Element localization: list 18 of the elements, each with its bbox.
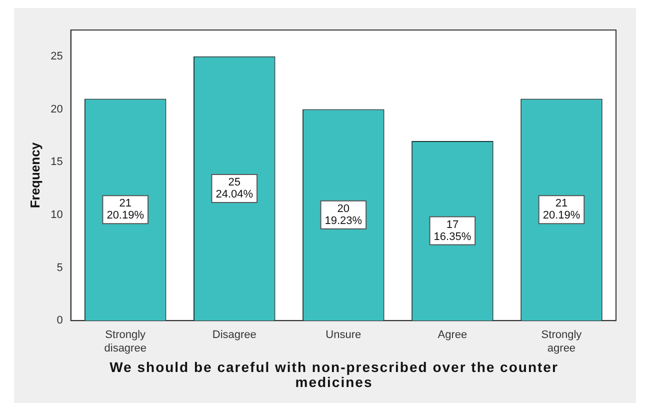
y-tick-label: 0 bbox=[56, 314, 63, 327]
x-tick-label: Strongly agree bbox=[541, 329, 582, 354]
x-tick-label: Disagree bbox=[212, 329, 256, 342]
y-tick-label: 10 bbox=[50, 208, 63, 221]
x-tick-label: Unsure bbox=[326, 329, 362, 342]
y-axis-title: Frequency bbox=[27, 142, 42, 208]
data-label: 21 20.19% bbox=[542, 198, 580, 222]
x-tick-label: Agree bbox=[438, 329, 468, 342]
x-tick-label: Strongly disagree bbox=[104, 329, 146, 354]
x-axis-title: We should be careful with non-prescribed over the counter medicines bbox=[108, 359, 560, 390]
y-tick-label: 20 bbox=[50, 103, 63, 116]
data-label: 20 19.23% bbox=[324, 202, 362, 227]
data-label: 21 20.19% bbox=[106, 198, 144, 222]
y-tick-label: 25 bbox=[50, 50, 63, 62]
y-tick-label: 5 bbox=[56, 262, 63, 274]
y-tick-label: 15 bbox=[50, 156, 63, 168]
data-label: 25 24.04% bbox=[216, 176, 254, 201]
data-label: 17 16.35% bbox=[434, 218, 472, 243]
